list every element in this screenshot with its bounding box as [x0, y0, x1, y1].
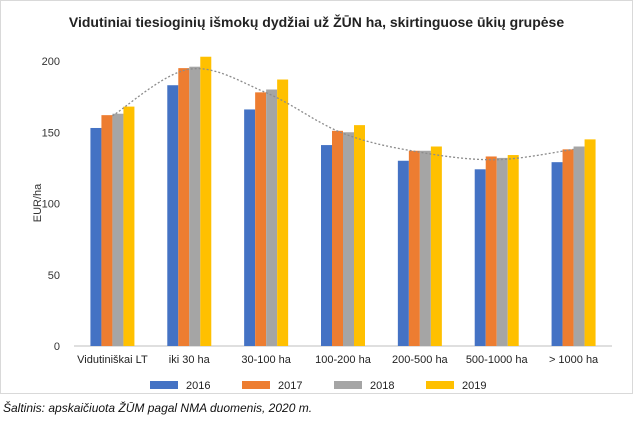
x-tick-label: 500-1000 ha [466, 354, 529, 366]
bar-2018 [343, 132, 354, 346]
y-tick-label: 100 [42, 199, 60, 211]
bar-2018 [573, 146, 585, 346]
bar-2016 [90, 127, 102, 346]
bar-2018 [419, 150, 431, 346]
x-axis: Vidutiniškai LT iki 30 ha 30-100 ha 100-200… [77, 354, 599, 366]
x-tick-label: iki 30 ha [169, 354, 211, 366]
bar-2019 [277, 79, 289, 347]
legend: 2016 2017 2018 2019 [150, 380, 486, 392]
bar-2016 [244, 109, 256, 346]
legend-label-2019: 2019 [462, 380, 486, 392]
bars [90, 56, 596, 347]
bar-2018 [112, 113, 124, 346]
bar-2016 [321, 145, 332, 346]
legend-swatch-2016 [150, 381, 178, 389]
x-tick-label: > 1000 ha [549, 354, 599, 366]
x-tick-label: 100-200 ha [315, 354, 372, 366]
bar-2016 [474, 169, 486, 346]
bar-2019 [507, 155, 519, 346]
legend-label-2017: 2017 [278, 380, 302, 392]
bar-2017 [178, 68, 190, 346]
legend-swatch-2017 [242, 381, 270, 389]
legend-label-2018: 2018 [370, 380, 394, 392]
bar-2019 [354, 125, 365, 346]
legend-label-2016: 2016 [186, 380, 210, 392]
bar-2017 [101, 115, 113, 347]
x-tick-label: Vidutiniškai LT [77, 354, 148, 366]
bar-2019 [200, 56, 212, 346]
bar-2016 [551, 162, 563, 346]
bar-2017 [332, 130, 343, 346]
bar-2018 [189, 66, 201, 346]
bar-2019 [584, 139, 596, 346]
legend-swatch-2018 [334, 381, 362, 389]
y-axis-label: EUR/ha [32, 183, 44, 222]
bar-2019 [123, 106, 135, 346]
y-tick-label: 150 [42, 127, 60, 139]
x-tick-label: 30-100 ha [241, 354, 291, 366]
bar-2017 [562, 149, 574, 346]
y-tick-label: 0 [54, 341, 60, 353]
legend-swatch-2019 [426, 381, 454, 389]
bar-2017 [485, 156, 497, 346]
bar-2019 [430, 146, 442, 346]
bar-2018 [496, 157, 508, 346]
x-tick-label: 200-500 ha [392, 354, 449, 366]
chart-title: Vidutiniai tiesioginių išmokų dydžiai už… [68, 14, 565, 30]
bar-2016 [167, 85, 179, 346]
y-tick-label: 200 [42, 56, 60, 68]
bar-2018 [266, 89, 278, 346]
bar-2016 [397, 160, 409, 346]
y-tick-label: 50 [48, 270, 60, 282]
y-axis: 0 50 100 150 200 [42, 56, 612, 353]
chart-frame [0, 0, 633, 394]
source-note: Šaltinis: apskaičiuota ŽŪM pagal NMA duo… [3, 401, 313, 415]
bar-2017 [408, 150, 420, 346]
bar-2017 [255, 92, 267, 346]
